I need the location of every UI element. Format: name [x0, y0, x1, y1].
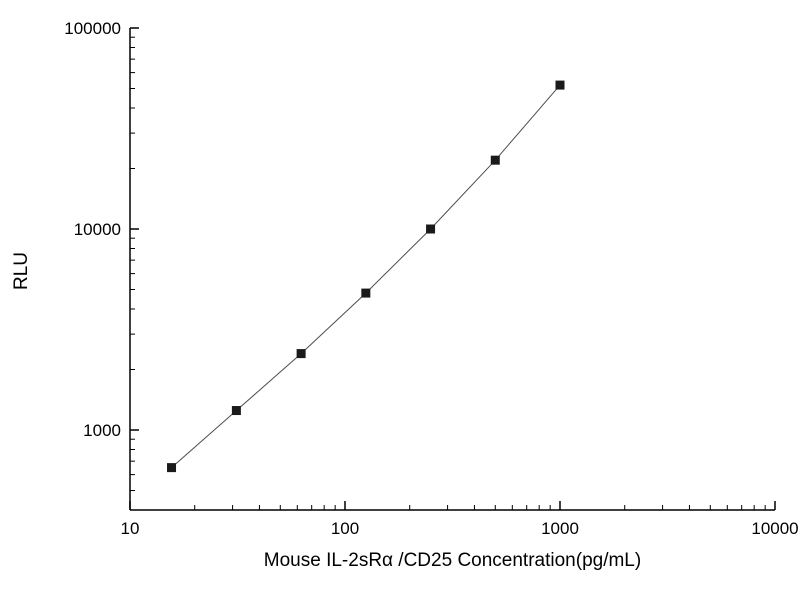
curve-line	[171, 84, 561, 468]
y-tick-label: 1000	[83, 421, 121, 440]
data-point	[231, 406, 241, 416]
x-tick-label: 10	[121, 519, 140, 538]
x-axis-title: Mouse IL-2sRα /CD25 Concentration(pg/mL)	[263, 550, 642, 571]
y-tick-label: 100000	[64, 19, 121, 38]
y-tick-label: 10000	[74, 220, 121, 239]
data-point	[426, 224, 436, 234]
data-point	[361, 288, 371, 298]
data-point	[490, 155, 500, 165]
data-point	[555, 80, 565, 90]
x-tick-label: 1000	[541, 519, 579, 538]
x-tick-label: 10000	[751, 519, 798, 538]
data-point	[167, 463, 177, 473]
data-point	[296, 349, 306, 359]
y-axis-title: RLU	[11, 251, 32, 291]
x-tick-label: 100	[331, 519, 359, 538]
